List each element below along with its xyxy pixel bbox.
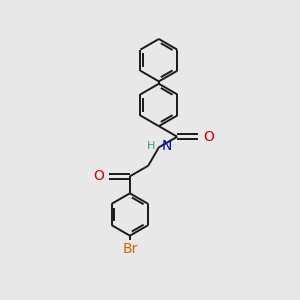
Text: O: O (93, 169, 104, 183)
Text: O: O (203, 130, 214, 144)
Text: H: H (147, 141, 155, 151)
Text: Br: Br (122, 242, 138, 256)
Text: N: N (161, 139, 172, 153)
